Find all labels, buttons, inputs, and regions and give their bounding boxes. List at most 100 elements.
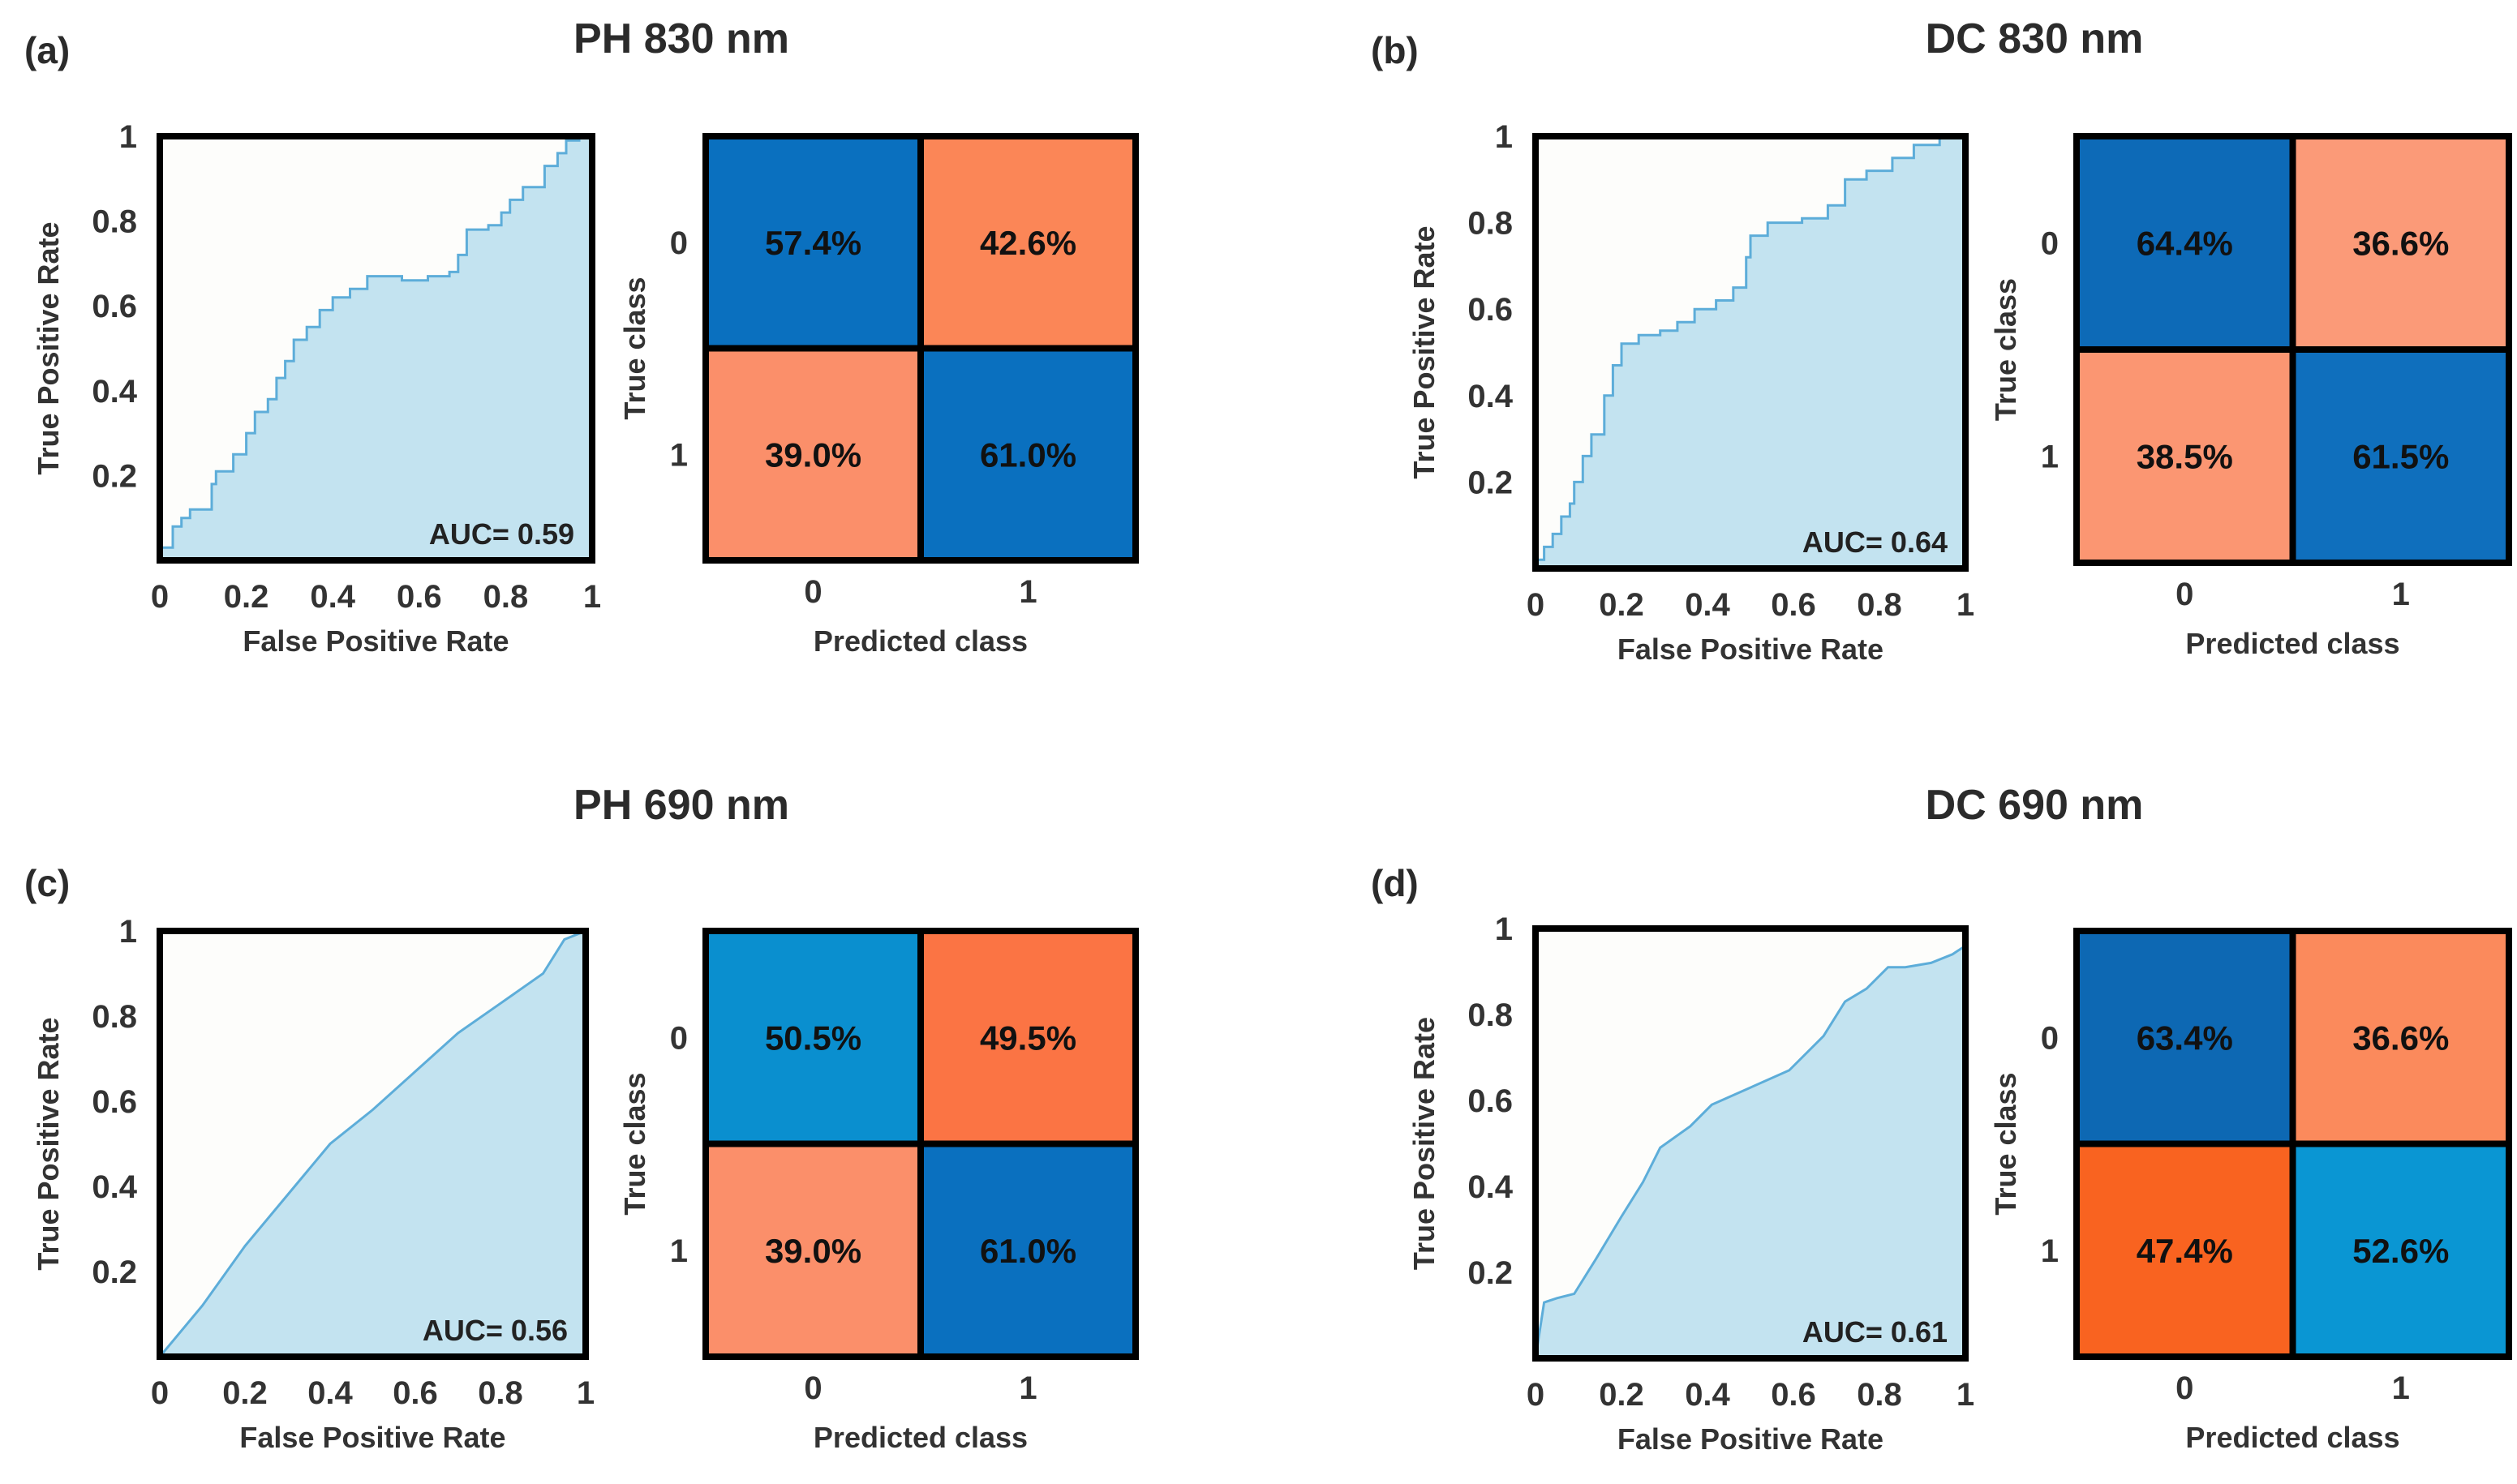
roc-x-tick: 0.8 (1857, 587, 1902, 623)
cm-y-tick: 1 (2041, 1233, 2059, 1269)
roc-y-tick: 1 (119, 914, 137, 950)
cm-x-axis-label: Predicted class (2185, 1421, 2399, 1454)
cm-x-axis-label: Predicted class (814, 624, 1028, 658)
roc-x-tick: 0.6 (1771, 587, 1816, 623)
cm-cell-0-1 (2292, 931, 2509, 1144)
roc-x-tick: 0.6 (397, 579, 442, 615)
panel-b: DC 830 nm (b) 0 0.2 0.4 0.6 0.8 1 0.2 0.4 0.6 0.8 1 F… (1371, 15, 2512, 666)
cm-cell-value: 47.4% (2137, 1232, 2233, 1270)
roc-x-tick: 0 (151, 579, 169, 615)
cm-cell-value: 38.5% (2137, 438, 2233, 476)
cm-cell-0-0 (706, 136, 921, 349)
panel-label: (c) (24, 862, 70, 904)
confusion-matrix: 50.5% 49.5% 39.0% 61.0% 0 1 0 1 Predicted class T… (618, 928, 1139, 1454)
cm-cell-value: 64.4% (2137, 225, 2233, 263)
roc-x-tick: 1 (583, 579, 601, 615)
roc-line (158, 135, 592, 560)
roc-x-tick: 0.4 (1685, 587, 1730, 623)
cm-y-tick: 1 (670, 1233, 688, 1269)
roc-y-tick: 0.4 (92, 374, 137, 410)
cm-y-axis-label: True class (1989, 278, 2022, 421)
roc-x-axis-label: False Positive Rate (1617, 633, 1883, 666)
roc-y-tick: 0.6 (92, 1084, 137, 1120)
cm-x-tick: 0 (804, 1370, 822, 1406)
cm-y-tick: 1 (2041, 440, 2059, 475)
cm-x-tick: 1 (1019, 574, 1037, 610)
cm-cell-value: 36.6% (2352, 225, 2449, 263)
cm-cell-1-1 (921, 1143, 1136, 1357)
roc-y-tick: 0.8 (1467, 997, 1513, 1033)
roc-y-tick: 0.2 (92, 458, 137, 494)
cm-cell-value: 63.4% (2137, 1019, 2233, 1057)
roc-y-tick: 1 (1495, 119, 1513, 155)
roc-x-tick: 0.6 (393, 1375, 438, 1411)
roc-y-tick: 0.6 (1467, 292, 1513, 328)
cm-cell-value: 50.5% (765, 1019, 861, 1057)
roc-x-tick: 0.8 (478, 1375, 523, 1411)
roc-x-tick: 1 (1956, 1377, 1974, 1413)
panel-c: PH 690 nm (c) 0 0.2 0.4 0.6 0.8 1 0.2 0.4 0.6 0.8 1 F… (24, 782, 1139, 1454)
roc-y-tick: 0.2 (92, 1255, 137, 1290)
confusion-matrix: 64.4% 36.6% 38.5% 61.5% 0 1 0 1 Predicted class T… (1989, 133, 2512, 660)
cm-x-tick: 1 (1019, 1370, 1037, 1406)
roc-y-axis-label: True Positive Rate (1407, 1017, 1441, 1270)
cm-cell-0-0 (2077, 136, 2293, 350)
cm-y-axis-label: True class (618, 1072, 651, 1215)
roc-x-tick: 0.2 (1599, 1377, 1644, 1413)
roc-x-tick: 0.4 (310, 579, 355, 615)
cm-x-tick: 1 (2392, 1370, 2410, 1406)
panel-title: DC 830 nm (1926, 15, 2144, 62)
cm-cell-value: 39.0% (765, 1232, 861, 1270)
cm-cell-value: 57.4% (765, 224, 861, 262)
cm-x-tick: 0 (804, 574, 822, 610)
roc-x-tick: 0.8 (1857, 1377, 1902, 1413)
roc-area-fill (160, 136, 592, 560)
roc-x-tick: 0 (151, 1375, 169, 1411)
auc-label: AUC= 0.56 (423, 1314, 568, 1347)
cm-cell-1-0 (2077, 350, 2293, 563)
roc-y-tick: 0.8 (92, 204, 137, 240)
roc-y-tick: 0.4 (92, 1169, 137, 1205)
roc-y-tick: 1 (1495, 911, 1513, 947)
cm-cell-value: 39.0% (765, 435, 861, 474)
auc-label: AUC= 0.61 (1802, 1315, 1948, 1349)
cm-x-tick: 0 (2176, 1370, 2193, 1406)
roc-y-tick: 0.6 (1467, 1083, 1513, 1119)
panel-title: PH 830 nm (573, 15, 789, 62)
roc-y-tick: 0.4 (1467, 379, 1513, 414)
roc-y-axis-label: True Positive Rate (32, 221, 65, 474)
roc-curve-chart: 0 0.2 0.4 0.6 0.8 1 0.2 0.4 0.6 0.8 1 False Positiv… (32, 914, 595, 1454)
cm-x-axis-label: Predicted class (2185, 627, 2399, 660)
cm-cell-1-0 (2077, 1143, 2293, 1357)
cm-x-tick: 1 (2392, 577, 2410, 612)
roc-x-tick: 0.8 (483, 579, 529, 615)
roc-x-tick: 0.2 (1599, 587, 1644, 623)
roc-y-tick: 1 (119, 119, 137, 155)
roc-x-tick: 0 (1527, 587, 1544, 623)
cm-cell-1-1 (921, 348, 1136, 560)
roc-x-axis-label: False Positive Rate (239, 1421, 505, 1454)
cm-cell-0-1 (921, 136, 1136, 349)
cm-y-tick: 1 (670, 437, 688, 473)
roc-x-tick: 0.4 (1685, 1377, 1730, 1413)
cm-cell-0-1 (921, 931, 1136, 1144)
roc-y-axis-label: True Positive Rate (32, 1017, 65, 1270)
roc-x-axis-label: False Positive Rate (1617, 1422, 1883, 1456)
cm-y-tick: 0 (670, 225, 688, 261)
cm-frame (2073, 133, 2512, 566)
cm-y-tick: 0 (2041, 1020, 2059, 1056)
cm-cell-1-1 (2292, 350, 2509, 563)
cm-cell-1-1 (2292, 1143, 2509, 1357)
cm-y-axis-label: True class (1989, 1072, 2022, 1215)
cm-cell-value: 61.0% (980, 435, 1076, 474)
roc-x-tick: 0 (1527, 1377, 1544, 1413)
roc-line (1534, 944, 1966, 1359)
roc-x-tick: 1 (1956, 587, 1974, 623)
roc-y-tick: 0.4 (1467, 1169, 1513, 1205)
panel-a: PH 830 nm (a) 0 0.2 0.4 0.6 0.8 1 0.2 0.4 0.6 0.8 1 F… (24, 15, 1139, 658)
panel-title: PH 690 nm (573, 782, 789, 829)
roc-y-tick: 0.6 (92, 289, 137, 324)
cm-cell-1-0 (706, 1143, 921, 1357)
